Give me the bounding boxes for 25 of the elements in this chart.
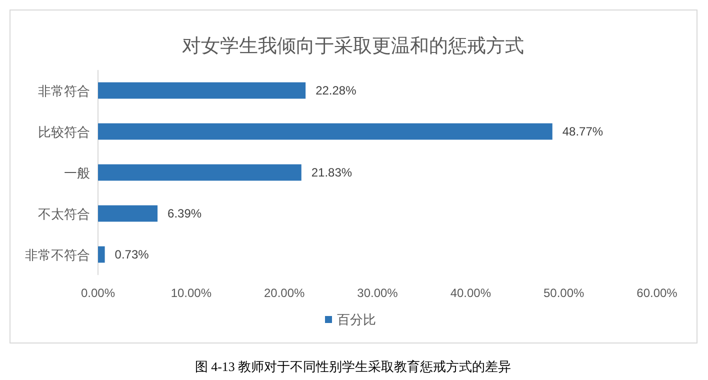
- y-tick-label: 非常符合: [38, 84, 90, 98]
- x-tick-label: 10.00%: [170, 286, 212, 300]
- x-tick-label: 20.00%: [264, 286, 306, 300]
- x-tick-label: 40.00%: [450, 286, 492, 300]
- x-tick-label: 50.00%: [543, 286, 585, 300]
- x-tick-label: 60.00%: [636, 286, 678, 300]
- y-tick-label: 非常不符合: [25, 248, 90, 262]
- bar: [98, 82, 306, 99]
- x-tick-label: 0.00%: [80, 286, 116, 300]
- data-label: 6.39%: [168, 206, 202, 220]
- data-label: 0.73%: [114, 248, 150, 262]
- bar: [98, 164, 302, 181]
- chart-title: 对女学生我倾向于采取更温和的惩戒方式: [182, 35, 524, 57]
- y-tick-label: 不太符合: [38, 206, 90, 222]
- data-label: 48.77%: [562, 124, 604, 138]
- x-tick-label: 30.00%: [357, 286, 398, 300]
- data-label: 21.83%: [311, 166, 352, 180]
- bar: [98, 123, 552, 140]
- caption: 图 4-13 教师对于不同性别学生采取教育惩戒方式的差异: [194, 359, 512, 374]
- y-tick-label: 一般: [64, 166, 90, 180]
- legend-label: 百分比: [337, 312, 376, 327]
- data-label: 22.28%: [316, 84, 357, 98]
- y-tick-label: 比较符合: [38, 124, 90, 140]
- bar: [98, 246, 105, 263]
- bar: [98, 205, 158, 222]
